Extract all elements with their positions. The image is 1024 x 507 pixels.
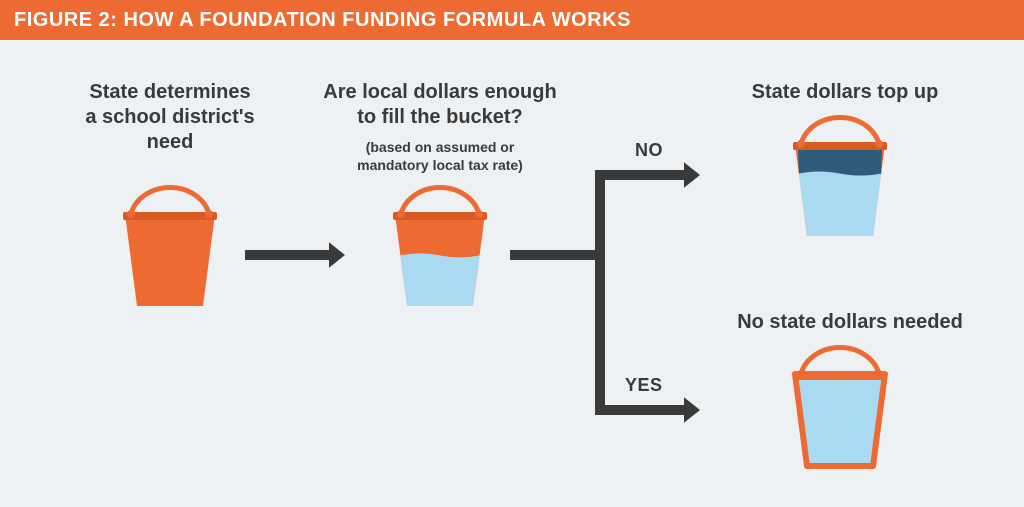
branch-arrows [505,155,720,430]
figure-title: FIGURE 2: HOW A FOUNDATION FUNDING FORMU… [14,9,631,32]
step2-label: Are local dollars enoughto fill the buck… [310,80,570,130]
branch-no-label: NO [635,140,663,161]
arrow-1 [225,235,365,275]
step1-label: State determinesa school district'sneed [60,80,280,155]
diagram-canvas: State determinesa school district'sneed … [0,40,1024,507]
figure-container: FIGURE 2: HOW A FOUNDATION FUNDING FORMU… [0,0,1024,507]
figure-title-bar: FIGURE 2: HOW A FOUNDATION FUNDING FORMU… [0,0,1024,40]
outcome-no-label: State dollars top up [730,80,960,105]
outcome-yes-label: No state dollars needed [720,310,980,335]
branch-yes-label: YES [625,375,663,396]
